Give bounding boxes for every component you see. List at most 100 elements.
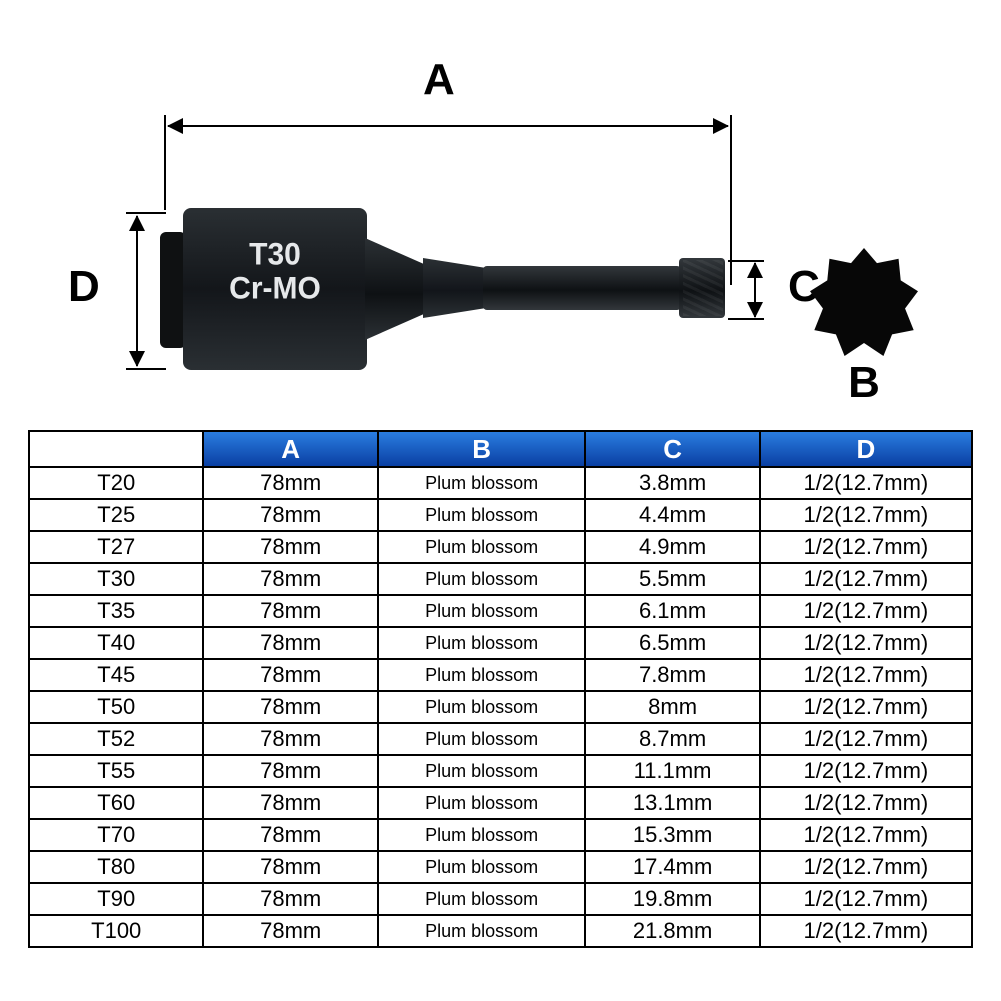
cell-a: 78mm bbox=[203, 467, 377, 499]
table-row: T2578mmPlum blossom4.4mm1/2(12.7mm) bbox=[29, 499, 972, 531]
cell-c: 3.8mm bbox=[585, 467, 759, 499]
cell-b: Plum blossom bbox=[378, 499, 585, 531]
cell-d: 1/2(12.7mm) bbox=[760, 883, 972, 915]
cell-c: 5.5mm bbox=[585, 563, 759, 595]
cell-a: 78mm bbox=[203, 531, 377, 563]
cell-model: T80 bbox=[29, 851, 203, 883]
cell-b: Plum blossom bbox=[378, 595, 585, 627]
bit-stamp-line2: Cr-MO bbox=[225, 272, 325, 305]
cell-c: 4.9mm bbox=[585, 531, 759, 563]
cell-b: Plum blossom bbox=[378, 723, 585, 755]
cell-model: T55 bbox=[29, 755, 203, 787]
table-row: T6078mmPlum blossom13.1mm1/2(12.7mm) bbox=[29, 787, 972, 819]
cell-d: 1/2(12.7mm) bbox=[760, 723, 972, 755]
cell-b: Plum blossom bbox=[378, 851, 585, 883]
cell-model: T50 bbox=[29, 691, 203, 723]
cell-a: 78mm bbox=[203, 883, 377, 915]
cell-b: Plum blossom bbox=[378, 755, 585, 787]
bit-stamp-line1: T30 bbox=[225, 238, 325, 271]
cell-a: 78mm bbox=[203, 787, 377, 819]
cell-a: 78mm bbox=[203, 499, 377, 531]
cell-model: T52 bbox=[29, 723, 203, 755]
dim-arrow-d bbox=[136, 216, 138, 366]
cell-model: T90 bbox=[29, 883, 203, 915]
cell-d: 1/2(12.7mm) bbox=[760, 691, 972, 723]
cell-c: 15.3mm bbox=[585, 819, 759, 851]
cell-d: 1/2(12.7mm) bbox=[760, 915, 972, 947]
cell-c: 6.1mm bbox=[585, 595, 759, 627]
cell-model: T35 bbox=[29, 595, 203, 627]
cell-d: 1/2(12.7mm) bbox=[760, 787, 972, 819]
cell-a: 78mm bbox=[203, 755, 377, 787]
cell-a: 78mm bbox=[203, 691, 377, 723]
socket-bit-illustration: T30 Cr-MO bbox=[183, 200, 738, 380]
cell-c: 8.7mm bbox=[585, 723, 759, 755]
cell-a: 78mm bbox=[203, 563, 377, 595]
cell-d: 1/2(12.7mm) bbox=[760, 659, 972, 691]
cell-c: 17.4mm bbox=[585, 851, 759, 883]
table-row: T4078mmPlum blossom6.5mm1/2(12.7mm) bbox=[29, 627, 972, 659]
cell-c: 4.4mm bbox=[585, 499, 759, 531]
cell-b: Plum blossom bbox=[378, 467, 585, 499]
dim-tick bbox=[126, 368, 166, 370]
dim-arrow-c bbox=[754, 263, 756, 317]
cell-c: 7.8mm bbox=[585, 659, 759, 691]
cell-b: Plum blossom bbox=[378, 531, 585, 563]
cell-model: T40 bbox=[29, 627, 203, 659]
table-row: T5078mmPlum blossom8mm1/2(12.7mm) bbox=[29, 691, 972, 723]
cell-b: Plum blossom bbox=[378, 787, 585, 819]
cell-model: T45 bbox=[29, 659, 203, 691]
dim-arrow-a bbox=[168, 125, 728, 127]
cell-b: Plum blossom bbox=[378, 691, 585, 723]
table-row: T5578mmPlum blossom11.1mm1/2(12.7mm) bbox=[29, 755, 972, 787]
cell-d: 1/2(12.7mm) bbox=[760, 851, 972, 883]
cell-b: Plum blossom bbox=[378, 915, 585, 947]
dim-label-d: D bbox=[68, 262, 100, 312]
table-row: T10078mmPlum blossom21.8mm1/2(12.7mm) bbox=[29, 915, 972, 947]
cell-model: T30 bbox=[29, 563, 203, 595]
cell-model: T70 bbox=[29, 819, 203, 851]
cell-c: 6.5mm bbox=[585, 627, 759, 659]
table-header-b: B bbox=[378, 431, 585, 467]
cell-a: 78mm bbox=[203, 819, 377, 851]
cell-d: 1/2(12.7mm) bbox=[760, 531, 972, 563]
page: A D C T30 Cr-MO bbox=[0, 0, 1001, 1001]
cell-a: 78mm bbox=[203, 723, 377, 755]
table-header-row: A B C D bbox=[29, 431, 972, 467]
table-row: T3078mmPlum blossom5.5mm1/2(12.7mm) bbox=[29, 563, 972, 595]
dim-tick bbox=[164, 115, 166, 210]
cell-d: 1/2(12.7mm) bbox=[760, 595, 972, 627]
cell-d: 1/2(12.7mm) bbox=[760, 499, 972, 531]
cell-a: 78mm bbox=[203, 627, 377, 659]
table-row: T9078mmPlum blossom19.8mm1/2(12.7mm) bbox=[29, 883, 972, 915]
spec-table: A B C D T2078mmPlum blossom3.8mm1/2(12.7… bbox=[28, 430, 973, 948]
cell-c: 19.8mm bbox=[585, 883, 759, 915]
cell-b: Plum blossom bbox=[378, 627, 585, 659]
table-header-c: C bbox=[585, 431, 759, 467]
table-header-blank bbox=[29, 431, 203, 467]
cell-c: 11.1mm bbox=[585, 755, 759, 787]
table-header-d: D bbox=[760, 431, 972, 467]
torx-profile: B bbox=[810, 248, 918, 408]
cell-a: 78mm bbox=[203, 915, 377, 947]
cell-c: 13.1mm bbox=[585, 787, 759, 819]
cell-c: 21.8mm bbox=[585, 915, 759, 947]
cell-d: 1/2(12.7mm) bbox=[760, 563, 972, 595]
cell-b: Plum blossom bbox=[378, 819, 585, 851]
table-row: T8078mmPlum blossom17.4mm1/2(12.7mm) bbox=[29, 851, 972, 883]
cell-model: T100 bbox=[29, 915, 203, 947]
table-row: T4578mmPlum blossom7.8mm1/2(12.7mm) bbox=[29, 659, 972, 691]
diagram-area: A D C T30 Cr-MO bbox=[28, 40, 973, 430]
cell-b: Plum blossom bbox=[378, 883, 585, 915]
cell-c: 8mm bbox=[585, 691, 759, 723]
table-row: T3578mmPlum blossom6.1mm1/2(12.7mm) bbox=[29, 595, 972, 627]
dim-label-a: A bbox=[423, 55, 455, 105]
cell-b: Plum blossom bbox=[378, 563, 585, 595]
cell-d: 1/2(12.7mm) bbox=[760, 755, 972, 787]
cell-d: 1/2(12.7mm) bbox=[760, 467, 972, 499]
dim-tick bbox=[126, 212, 166, 214]
table-row: T2778mmPlum blossom4.9mm1/2(12.7mm) bbox=[29, 531, 972, 563]
cell-model: T20 bbox=[29, 467, 203, 499]
cell-model: T27 bbox=[29, 531, 203, 563]
cell-model: T25 bbox=[29, 499, 203, 531]
